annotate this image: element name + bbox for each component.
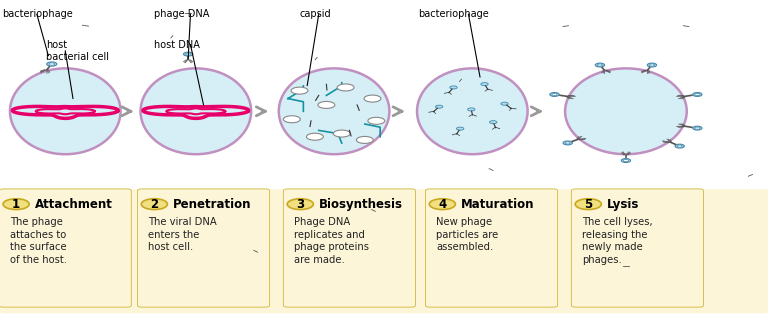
FancyBboxPatch shape [0, 189, 768, 313]
Circle shape [49, 63, 55, 65]
Circle shape [364, 95, 381, 102]
Circle shape [429, 199, 455, 210]
FancyBboxPatch shape [425, 189, 558, 307]
Circle shape [550, 93, 559, 96]
Circle shape [141, 199, 167, 210]
Ellipse shape [565, 68, 687, 154]
Circle shape [650, 64, 654, 66]
Circle shape [186, 53, 190, 55]
Text: 1: 1 [12, 198, 20, 211]
Circle shape [3, 199, 29, 210]
Circle shape [624, 160, 628, 162]
Text: The phage
attaches to
the surface
of the host.: The phage attaches to the surface of the… [10, 217, 67, 265]
Circle shape [695, 93, 700, 95]
Circle shape [337, 84, 354, 91]
Ellipse shape [279, 68, 389, 154]
FancyBboxPatch shape [137, 189, 270, 307]
Text: Attachment: Attachment [35, 198, 112, 211]
Circle shape [287, 199, 313, 210]
Circle shape [677, 145, 682, 147]
Text: host DNA: host DNA [154, 39, 200, 50]
FancyBboxPatch shape [283, 189, 415, 307]
Circle shape [481, 83, 488, 86]
Text: bacteriophage: bacteriophage [2, 9, 73, 19]
Circle shape [565, 142, 570, 144]
Circle shape [489, 121, 497, 124]
Circle shape [368, 117, 385, 124]
Circle shape [595, 63, 604, 67]
Text: Phage DNA
replicates and
phage proteins
are made.: Phage DNA replicates and phage proteins … [294, 217, 369, 265]
Text: Maturation: Maturation [461, 198, 535, 211]
Circle shape [47, 62, 57, 66]
Circle shape [621, 159, 631, 162]
Text: phage DNA: phage DNA [154, 9, 209, 19]
Circle shape [318, 101, 335, 108]
FancyBboxPatch shape [571, 189, 703, 307]
Circle shape [563, 141, 572, 145]
Circle shape [501, 102, 508, 105]
Circle shape [450, 86, 457, 89]
Circle shape [647, 63, 657, 67]
Circle shape [283, 116, 300, 123]
Circle shape [552, 93, 557, 95]
Text: 2: 2 [151, 198, 158, 211]
Text: 3: 3 [296, 198, 304, 211]
Circle shape [184, 52, 193, 56]
Circle shape [693, 93, 702, 96]
Text: The viral DNA
enters the
host cell.: The viral DNA enters the host cell. [148, 217, 217, 252]
Circle shape [435, 105, 443, 108]
Text: host
bacterial cell: host bacterial cell [46, 40, 109, 62]
Text: capsid: capsid [300, 9, 331, 19]
Circle shape [291, 87, 308, 94]
Text: 5: 5 [584, 198, 592, 211]
Circle shape [575, 199, 601, 210]
Text: The cell lyses,
releasing the
newly made
phages.: The cell lyses, releasing the newly made… [582, 217, 653, 265]
Circle shape [598, 64, 602, 66]
Text: bacteriophage: bacteriophage [419, 9, 489, 19]
Circle shape [693, 126, 702, 130]
Circle shape [695, 127, 700, 129]
Text: Biosynthesis: Biosynthesis [319, 198, 402, 211]
Ellipse shape [417, 68, 528, 154]
Circle shape [675, 144, 684, 148]
Text: Penetration: Penetration [173, 198, 251, 211]
FancyBboxPatch shape [0, 189, 131, 307]
Circle shape [333, 130, 350, 137]
Text: New phage
particles are
assembled.: New phage particles are assembled. [436, 217, 498, 252]
Ellipse shape [10, 68, 121, 154]
Text: 4: 4 [439, 198, 446, 211]
Circle shape [356, 136, 373, 143]
Circle shape [306, 133, 323, 140]
Circle shape [468, 108, 475, 111]
Circle shape [456, 127, 464, 130]
Ellipse shape [141, 68, 251, 154]
Text: Lysis: Lysis [607, 198, 639, 211]
